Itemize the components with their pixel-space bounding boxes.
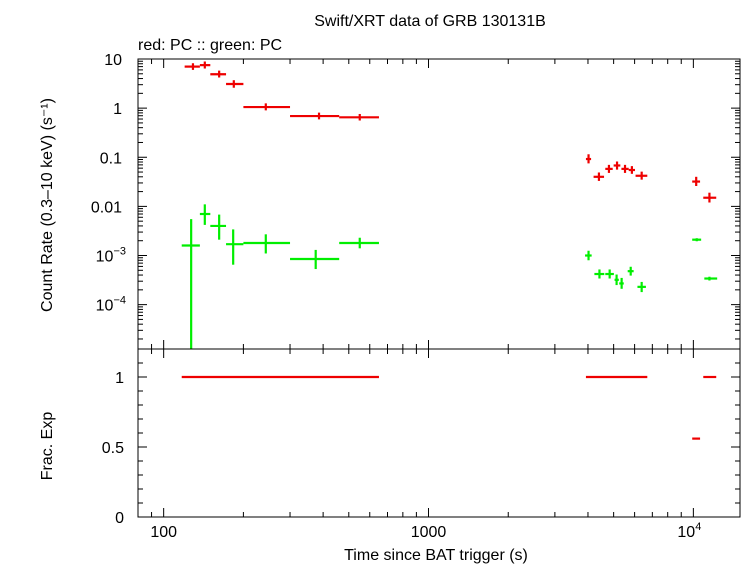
data-point	[339, 237, 379, 249]
data-point	[226, 229, 244, 265]
y-tick-label: 0.1	[100, 150, 122, 167]
data-point	[628, 166, 635, 174]
x-tick-label: 100	[150, 524, 177, 541]
data-point	[614, 274, 619, 286]
y-tick-label: 1	[115, 370, 124, 387]
data-point	[692, 176, 701, 186]
data-point	[290, 249, 340, 270]
x-tick-label: 104	[677, 521, 701, 541]
data-point	[635, 171, 648, 180]
bottom-panel-ylabel: Frac. Exp	[39, 412, 56, 481]
data-point	[243, 234, 291, 254]
y-tick-label: 10−3	[96, 246, 126, 266]
x-axis-label: Time since BAT trigger (s)	[344, 547, 528, 564]
data-point	[692, 238, 702, 242]
y-tick-label: 1	[113, 101, 122, 118]
data-point	[594, 269, 605, 279]
data-point	[704, 276, 718, 281]
data-point	[605, 269, 614, 279]
data-point	[243, 103, 291, 111]
data-point	[593, 172, 605, 181]
chart-subtitle: red: PC :: green: PC	[138, 37, 282, 54]
data-point	[199, 61, 211, 69]
data-point	[226, 80, 244, 88]
y-tick-label: 0.5	[102, 440, 124, 457]
y-tick-label: 0.01	[91, 199, 122, 216]
data-point	[210, 214, 227, 240]
data-point	[605, 164, 613, 173]
data-point	[339, 113, 379, 121]
series-0	[184, 61, 717, 203]
data-point	[184, 63, 200, 70]
top-panel: 10 1 0.1 0.01 10−3 10−4	[91, 52, 741, 350]
bottom-panel: 100 1000 104 0 0.5 1	[102, 348, 741, 541]
top-panel-frame	[137, 58, 741, 350]
data-point	[703, 192, 717, 203]
data-point	[585, 154, 592, 164]
y-tick-label: 0	[115, 510, 124, 527]
series-1	[181, 204, 718, 349]
chart-title: Swift/XRT data of GRB 130131B	[314, 13, 546, 30]
data-point	[619, 277, 624, 289]
y-tick-label: 10−4	[96, 295, 126, 315]
data-point	[290, 112, 340, 120]
bottom-panel-frame	[137, 348, 741, 518]
top-panel-ylabel: Count Rate (0.3–10 keV) (s⁻¹)	[39, 98, 56, 312]
data-point	[637, 281, 646, 293]
data-point	[199, 204, 211, 225]
data-point	[181, 219, 200, 349]
data-point	[613, 161, 621, 170]
data-point	[627, 266, 634, 276]
data-point	[210, 70, 227, 78]
y-tick-label: 10	[104, 52, 122, 69]
data-point	[621, 164, 629, 173]
data-point	[585, 250, 592, 261]
x-tick-label: 1000	[411, 524, 447, 541]
